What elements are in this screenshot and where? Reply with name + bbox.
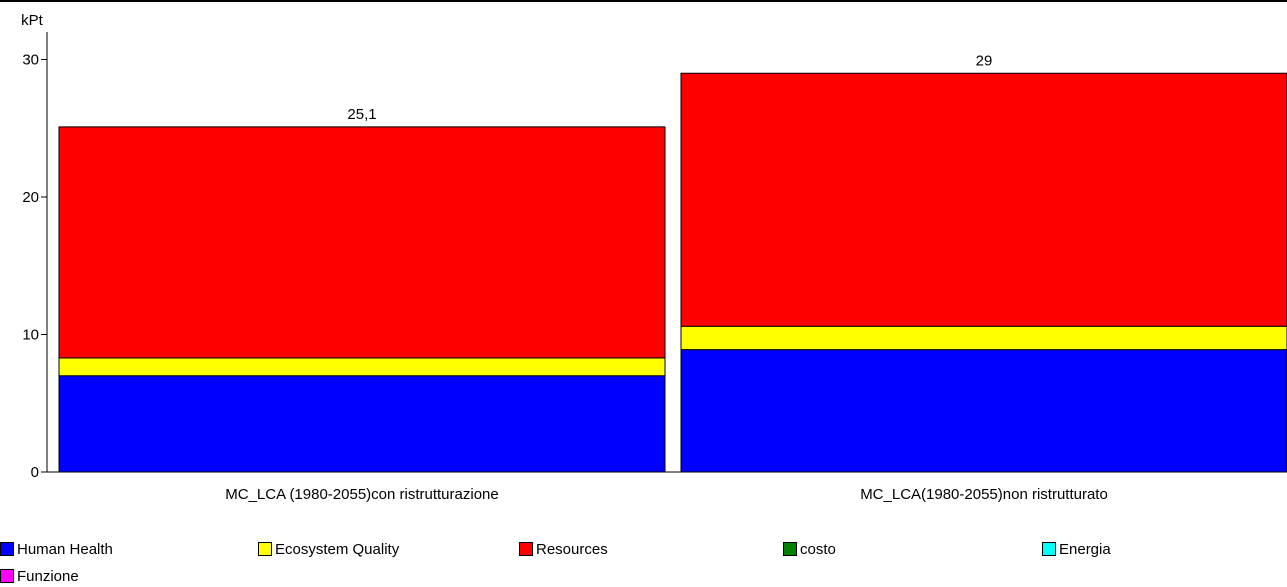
legend-label: Ecosystem Quality: [275, 540, 400, 558]
x-tick-label: MC_LCA (1980-2055)con ristrutturazione: [225, 486, 498, 503]
legend-label: Energia: [1059, 540, 1111, 558]
bar-total-label: 29: [976, 52, 993, 69]
bar-totals-group: 25,1 29: [347, 52, 992, 123]
y-tick-label: 0: [31, 464, 39, 481]
legend-swatch: [0, 569, 14, 583]
legend-item: Ecosystem Quality: [258, 539, 399, 559]
bar-segment-ecosystem-quality: [680, 325, 1287, 351]
legend-item: Resources: [519, 539, 608, 559]
bar-segment-ecosystem-quality: [58, 357, 666, 377]
bar-segment-human-health: [680, 349, 1287, 473]
legend-label: Resources: [536, 540, 608, 558]
legend-item: Human Health: [0, 539, 113, 559]
x-tick-labels-group: MC_LCA (1980-2055)con ristrutturazione MC…: [225, 486, 1108, 503]
legend-label: costo: [800, 540, 836, 558]
x-tick-label: MC_LCA(1980-2055)non ristrutturato: [860, 486, 1108, 503]
bar-segment-resources: [680, 72, 1287, 327]
legend: Human Health Ecosystem Quality Resources co…: [0, 538, 1287, 587]
legend-swatch: [258, 542, 272, 556]
bars-group: [58, 72, 1287, 473]
legend-item: Funzione: [0, 566, 79, 586]
legend-swatch: [0, 542, 14, 556]
bar-total-label: 25,1: [347, 106, 376, 123]
legend-swatch: [1042, 542, 1056, 556]
y-tick-label: 30: [22, 52, 39, 69]
bar-segment-resources: [58, 126, 666, 359]
legend-item: costo: [783, 539, 836, 559]
y-tick-label: 20: [22, 189, 39, 206]
legend-swatch: [783, 542, 797, 556]
legend-swatch: [519, 542, 533, 556]
legend-item: Energia: [1042, 539, 1111, 559]
legend-label: Funzione: [17, 567, 79, 585]
y-tick-label: 10: [22, 327, 39, 344]
bar-segment-human-health: [58, 375, 666, 473]
legend-label: Human Health: [17, 540, 113, 558]
y-axis-label: kPt: [21, 12, 44, 29]
stacked-bar-chart: kPt 0 10 20 30 25,1 29 MC_LCA (1980-2055)con…: [0, 0, 1287, 503]
